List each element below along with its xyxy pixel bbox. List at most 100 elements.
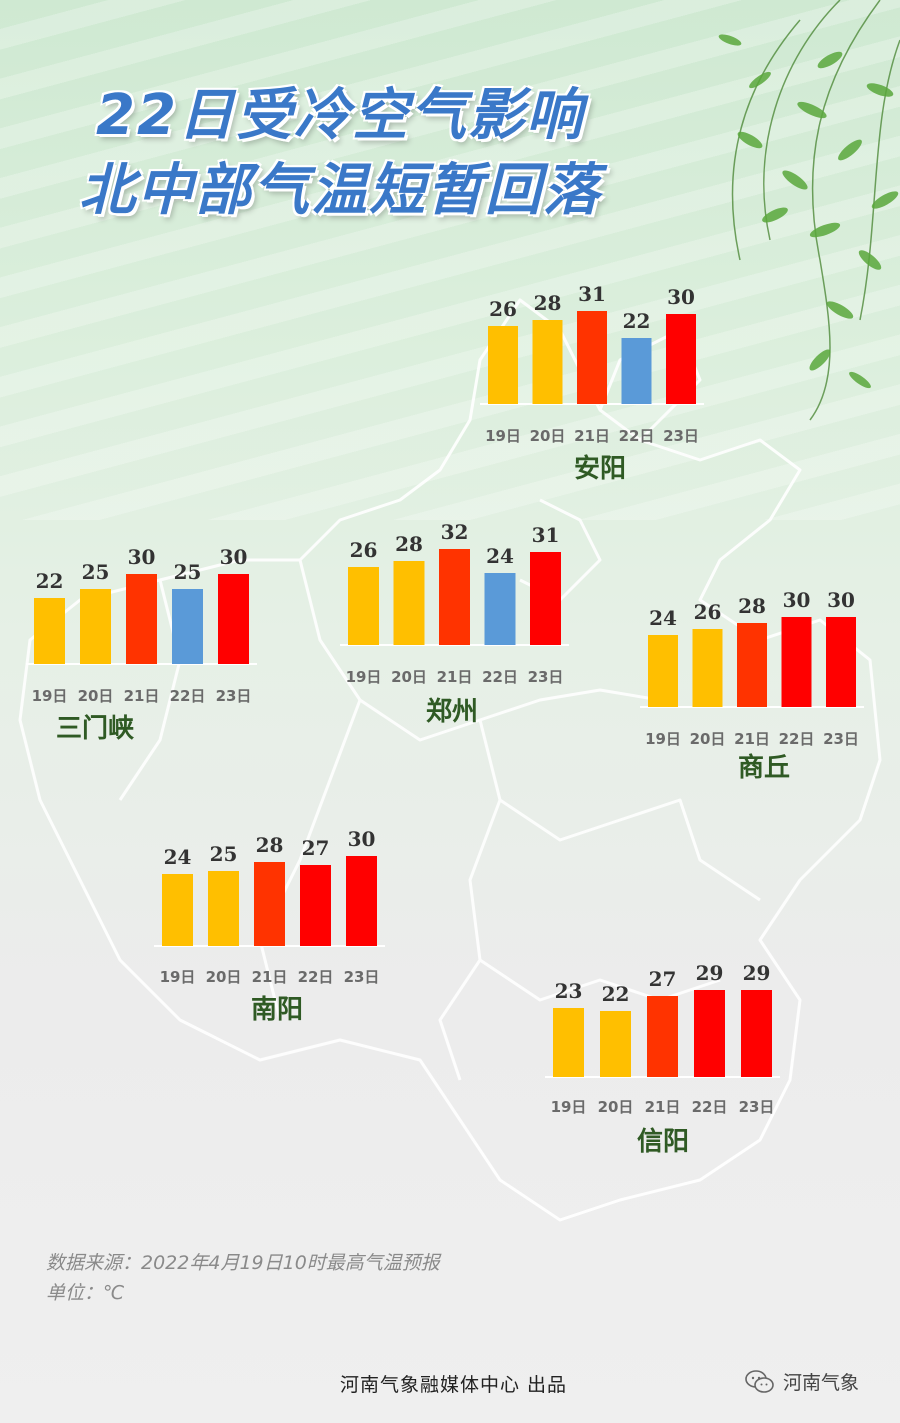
bar [254,862,285,946]
bar [553,1008,584,1077]
date-tick-label: 21日 [124,687,160,705]
data-source-note: 数据来源：2022年4月19日10时最高气温预报 [46,1252,440,1274]
bar-value-label: 26 [350,538,378,562]
date-tick-label: 22日 [482,668,518,686]
date-tick-label: 22日 [779,730,815,748]
city-label: 信阳 [637,1127,689,1157]
date-tick-label: 23日 [823,730,859,748]
date-tick-label: 23日 [739,1098,775,1116]
date-tick-label: 22日 [298,968,334,986]
date-tick-label: 21日 [734,730,770,748]
city-label: 郑州 [426,697,478,727]
date-tick-label: 21日 [252,968,288,986]
bar [647,996,678,1077]
bar [781,617,812,707]
date-tick-label: 22日 [619,427,655,445]
bar-value-label: 30 [783,588,811,612]
bar-value-label: 26 [489,297,517,321]
bar [741,990,772,1077]
date-tick-label: 19日 [32,687,68,705]
date-tick-label: 20日 [530,427,566,445]
bar-value-label: 22 [602,982,630,1006]
bar-value-label: 30 [128,545,156,569]
bar [34,598,65,664]
bar-value-label: 28 [256,833,284,857]
bar [694,990,725,1077]
bar-value-label: 22 [36,569,64,593]
date-tick-label: 21日 [574,427,610,445]
date-tick-label: 19日 [551,1098,587,1116]
bar [439,549,470,645]
city-label: 商丘 [738,752,790,783]
bar-value-label: 31 [578,282,606,306]
city-label: 南阳 [251,995,303,1025]
bar-value-label: 30 [827,588,855,612]
bar-value-label: 22 [623,309,651,333]
wechat-icon [745,1369,774,1393]
bar-value-label: 25 [82,560,110,584]
date-tick-label: 22日 [692,1098,728,1116]
bar-value-label: 24 [164,845,192,869]
bar-value-label: 29 [696,961,724,985]
date-tick-label: 20日 [598,1098,634,1116]
title-line-1: 22日受冷空气影响 [96,83,584,148]
bar-value-label: 25 [174,560,202,584]
bar [692,629,723,707]
bar-value-label: 24 [649,606,677,630]
bar [300,865,331,946]
bar [737,623,767,707]
bar [393,561,425,645]
bar [80,589,111,664]
bar-value-label: 30 [348,827,376,851]
bar-value-label: 29 [743,961,771,985]
bar [484,573,516,645]
bar-value-label: 27 [649,967,677,991]
date-tick-label: 21日 [645,1098,681,1116]
date-tick-label: 20日 [78,687,114,705]
date-tick-label: 20日 [206,968,242,986]
date-tick-label: 23日 [344,968,380,986]
brand-name: 河南气象 [783,1372,860,1394]
title-line-2: 北中部气温短暂回落 [79,158,601,223]
bar [666,314,696,404]
bar [648,635,678,707]
date-tick-label: 23日 [216,687,252,705]
bar [348,567,379,645]
bar [162,874,193,946]
bar [530,552,561,645]
bar [826,617,856,707]
bar [577,311,607,404]
bar-value-label: 28 [534,291,562,315]
bar-value-label: 31 [532,523,560,547]
leaves-decoration [718,0,900,421]
city-label: 安阳 [574,454,626,484]
date-tick-label: 20日 [690,730,726,748]
date-tick-label: 19日 [645,730,681,748]
unit-note: 单位：℃ [46,1282,125,1304]
date-tick-label: 20日 [391,668,427,686]
bar-value-label: 25 [210,842,238,866]
bar [126,574,157,664]
producer-credit: 河南气象融媒体中心 出品 [340,1374,568,1396]
bar [208,871,239,946]
bar-value-label: 23 [555,979,583,1003]
bar-value-label: 30 [667,285,695,309]
date-tick-label: 19日 [485,427,521,445]
date-tick-label: 22日 [170,687,206,705]
bar-value-label: 27 [302,836,330,860]
date-tick-label: 19日 [160,968,196,986]
bar [600,1011,631,1077]
bar [621,338,652,404]
bar-value-label: 28 [395,532,423,556]
date-tick-label: 23日 [528,668,564,686]
bar [488,326,518,404]
bar-value-label: 24 [486,544,514,568]
date-tick-label: 19日 [346,668,382,686]
date-tick-label: 23日 [663,427,699,445]
bar-value-label: 32 [441,520,469,544]
brand: 河南气象 [745,1368,859,1395]
bar [532,320,563,404]
bar [346,856,377,946]
